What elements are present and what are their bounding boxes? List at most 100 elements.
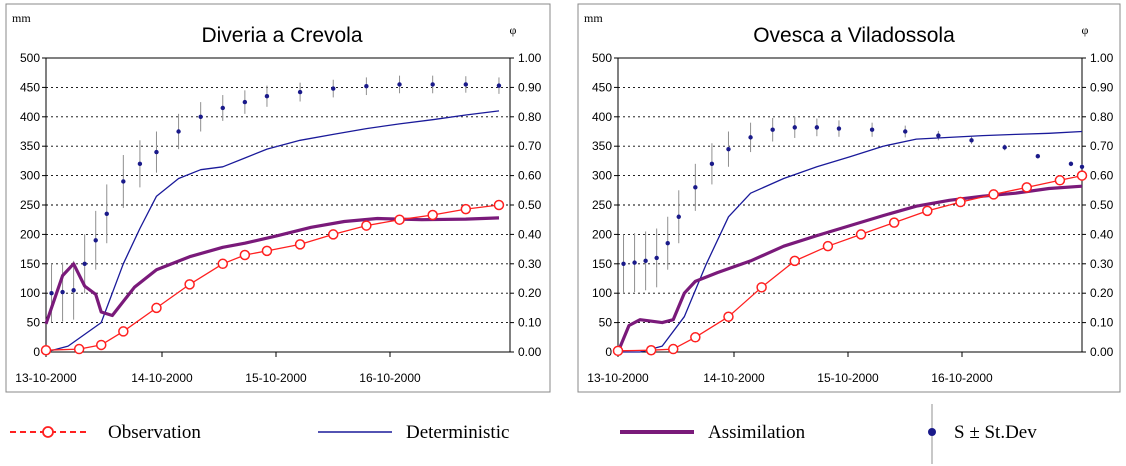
x-axis-ticks: 13-10-2000 14-10-2000 15-10-2000 16-10-2000: [587, 352, 993, 385]
data-point: [176, 129, 181, 134]
data-point: [60, 289, 65, 295]
right-axis-unit: φ: [1082, 23, 1089, 37]
series-observation: [612, 170, 1088, 357]
right-tick-label: 0.50: [518, 198, 542, 212]
left-tick-label: 300: [592, 169, 612, 183]
legend-label-assimilation: Assimilation: [708, 422, 806, 443]
legend: Observation Deterministic Assimilation S…: [10, 404, 1037, 464]
data-point: [814, 125, 820, 130]
data-point: [612, 345, 624, 357]
left-tick-label: 50: [599, 316, 613, 330]
right-tick-label: 0.70: [1090, 139, 1114, 153]
right-tick-label: 0.60: [518, 169, 542, 183]
x-tick-label: 13-10-2000: [587, 371, 649, 385]
data-point: [95, 339, 107, 351]
data-point: [676, 214, 681, 219]
right-tick-label: 0.50: [1090, 198, 1114, 212]
data-point: [869, 127, 875, 132]
data-point: [493, 199, 505, 211]
data-point: [137, 161, 143, 167]
data-point: [73, 343, 85, 355]
left-axis-unit: mm: [12, 11, 31, 25]
data-point: [297, 89, 303, 95]
x-tick-label: 15-10-2000: [817, 371, 879, 385]
left-axis-ticks: 0 50 100 150 200 250 300 350 400 450 500: [592, 51, 618, 359]
chart-panel-diveria: mm Diveria a Crevola φ S 050100150200250…: [5, 3, 551, 393]
data-point: [82, 261, 87, 266]
right-tick-label: 1.00: [518, 51, 542, 65]
data-point: [294, 239, 306, 250]
data-point: [430, 82, 435, 87]
data-point: [855, 229, 867, 240]
data-point: [643, 258, 648, 264]
data-point: [427, 209, 438, 221]
right-tick-label: 0.90: [518, 80, 542, 94]
chart-title: Diveria a Crevola: [201, 24, 362, 47]
data-point: [184, 279, 195, 290]
legend-marker-observation: [42, 426, 54, 438]
left-tick-label: 500: [592, 51, 612, 65]
data-point: [748, 135, 753, 140]
data-point: [903, 129, 908, 134]
right-tick-label: 0.00: [518, 345, 542, 359]
data-point: [118, 326, 129, 337]
series-ensemble: [621, 116, 1085, 294]
right-tick-label: 0.20: [1090, 286, 1114, 300]
left-axis-ticks: 0 50 100 150 200 250 300 350 400 450 500: [20, 51, 46, 359]
data-point: [888, 217, 900, 228]
data-point: [1021, 182, 1033, 193]
data-point: [709, 161, 715, 167]
data-point: [665, 241, 670, 246]
series-observation: [40, 199, 505, 356]
data-point: [198, 114, 203, 120]
series-line: [617, 174, 1083, 352]
left-tick-label: 50: [27, 316, 41, 330]
right-tick-label: 0.30: [1090, 257, 1114, 271]
data-point: [632, 260, 637, 265]
left-axis-unit: mm: [584, 11, 603, 25]
x-tick-label: 15-10-2000: [245, 371, 307, 385]
data-point: [822, 240, 834, 252]
data-point: [463, 82, 469, 87]
right-tick-label: 0.80: [1090, 110, 1114, 124]
right-tick-label: 0.10: [1090, 316, 1114, 330]
right-tick-label: 1.00: [1090, 51, 1114, 65]
left-tick-label: 200: [592, 227, 612, 241]
data-point: [239, 249, 251, 261]
right-tick-label: 0.90: [1090, 80, 1114, 94]
legend-item-ensemble: S ± St.Dev: [928, 404, 1037, 464]
left-tick-label: 0: [33, 345, 40, 359]
left-tick-label: 200: [20, 227, 40, 241]
data-point: [40, 344, 52, 356]
right-tick-label: 0.60: [1090, 169, 1114, 183]
right-tick-label: 0.20: [518, 286, 542, 300]
data-point: [693, 185, 698, 190]
data-point: [645, 344, 657, 356]
data-point: [261, 245, 273, 257]
data-point: [397, 82, 402, 87]
data-point: [756, 282, 767, 293]
legend-item-assimilation: Assimilation: [620, 422, 806, 443]
data-point: [936, 133, 941, 138]
legend-label-deterministic: Deterministic: [406, 422, 509, 443]
data-point: [1079, 164, 1085, 169]
data-point: [789, 255, 801, 267]
x-axis-ticks: 13-10-2000 14-10-2000 15-10-2000 16-10-2000: [15, 352, 421, 385]
data-point: [49, 291, 54, 296]
data-point: [104, 211, 109, 217]
legend-label-ensemble: S ± St.Dev: [954, 422, 1037, 443]
data-point: [1002, 145, 1007, 150]
data-point: [836, 126, 842, 131]
series-line: [616, 184, 1083, 353]
right-tick-label: 0.40: [518, 227, 542, 241]
data-point: [969, 138, 974, 143]
data-point: [496, 83, 502, 88]
legend-label-observation: Observation: [108, 422, 201, 443]
right-tick-label: 0.10: [518, 316, 542, 330]
right-axis-ticks: 0.00 0.10 0.20 0.30 0.40 0.50 0.60 0.70 0.80 0.90…: [510, 51, 542, 359]
data-point: [955, 196, 966, 208]
left-tick-label: 400: [592, 110, 612, 124]
data-point: [217, 258, 229, 270]
right-tick-label: 0.30: [518, 257, 542, 271]
